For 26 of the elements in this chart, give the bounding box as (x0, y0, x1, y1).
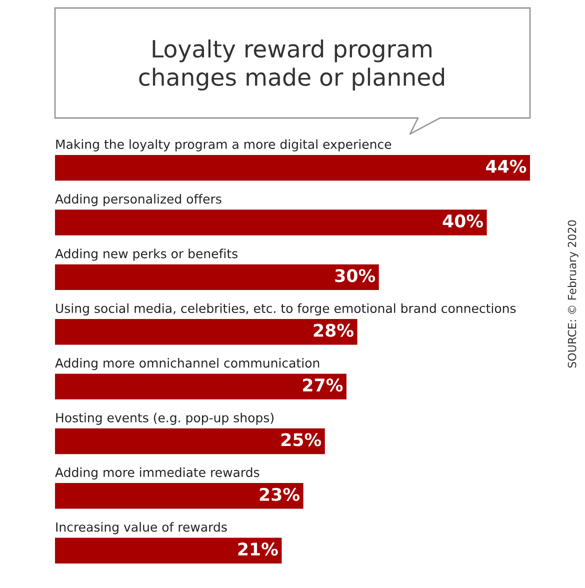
data-label: 25% (281, 433, 322, 446)
bar (55, 264, 379, 290)
bar (55, 538, 282, 564)
y-tick-label: Adding more immediate rewards (55, 467, 260, 480)
bar (55, 154, 530, 181)
y-tick-label: Adding new perks or benefits (55, 248, 238, 261)
bar (55, 428, 325, 454)
bar (55, 319, 358, 345)
data-label: 28% (314, 324, 354, 337)
bar (55, 483, 304, 509)
data-label: 27% (303, 378, 343, 392)
data-label: 21% (238, 542, 278, 556)
chart-title: Loyalty reward program changes made or planned (139, 39, 444, 91)
data-label: 40% (442, 214, 484, 228)
data-label: 23% (260, 488, 300, 501)
y-tick-label: Adding personalized offers (55, 194, 222, 206)
y-tick-label: Hosting events (e.g. pop-up shops) (56, 412, 274, 425)
bar (55, 374, 346, 400)
bar (55, 210, 487, 236)
y-tick-label: Making the loyalty program a more digital experience (56, 139, 392, 152)
y-tick-label: Adding more omnichannel communication (55, 358, 320, 370)
y-tick-label: Using social media, celebrities, etc. to forge emotional brand connections (56, 303, 516, 316)
data-label: 44% (486, 160, 526, 173)
y-tick-label: Increasing value of rewards (56, 522, 227, 534)
data-label: 30% (335, 269, 376, 282)
source-note: SOURCE: © February 2020 (568, 220, 578, 368)
